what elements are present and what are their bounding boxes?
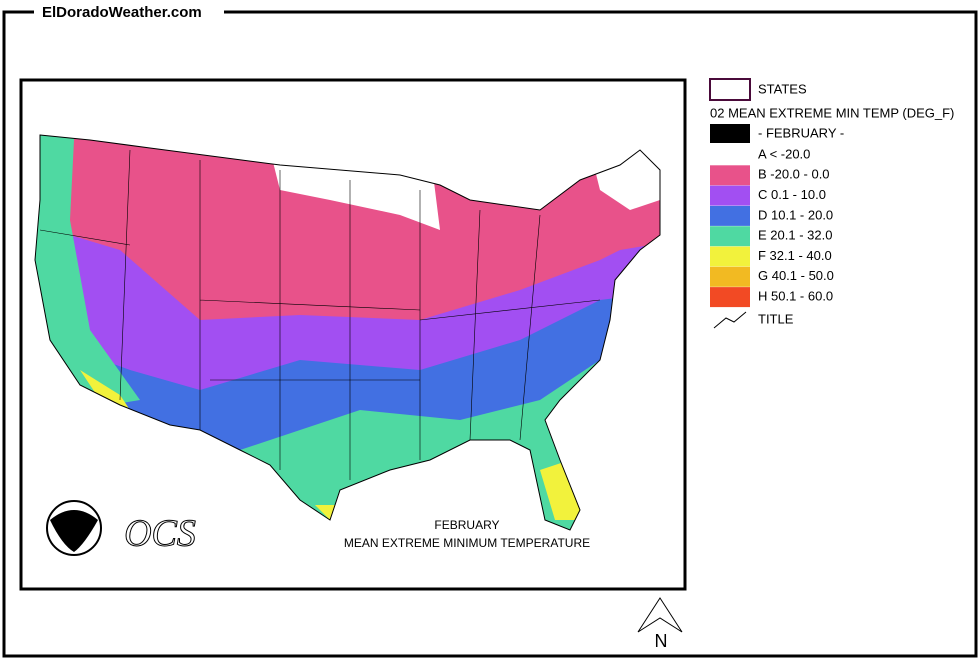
class-swatch <box>710 205 750 226</box>
class-swatch <box>710 185 750 206</box>
class-label: E 20.1 - 32.0 <box>758 228 832 243</box>
outer-frame <box>2 10 978 658</box>
class-swatch <box>710 226 750 247</box>
site-title: ElDoradoWeather.com <box>42 4 202 21</box>
period-label: - FEBRUARY - <box>758 125 844 140</box>
class-label: F 32.1 - 40.0 <box>758 248 832 263</box>
us-outline <box>34 134 661 531</box>
caption-line1: FEBRUARY <box>434 518 499 532</box>
title-bg <box>34 2 224 22</box>
title-swatch <box>713 311 747 329</box>
class-label: G 40.1 - 50.0 <box>758 268 834 283</box>
class-swatch <box>710 266 750 287</box>
title-label: TITLE <box>758 311 794 326</box>
class-label: A < -20.0 <box>758 146 810 161</box>
state-lines <box>39 149 601 480</box>
legend: STATES 02 MEAN EXTREME MIN TEMP (DEG_F) … <box>709 78 954 329</box>
class-label: D 10.1 - 20.0 <box>758 207 833 222</box>
states-label: STATES <box>758 81 807 96</box>
class-label: C 0.1 - 10.0 <box>758 187 826 202</box>
ocs-logo: OCS <box>124 513 196 555</box>
class-swatch <box>710 287 750 308</box>
north-arrow <box>637 597 683 633</box>
noaa-bird <box>50 510 98 552</box>
period-swatch <box>710 124 750 143</box>
class-label: H 50.1 - 60.0 <box>758 289 833 304</box>
zone-e <box>35 135 660 530</box>
states-swatch <box>709 78 751 101</box>
class-swatch <box>710 165 750 186</box>
class-label: B -20.0 - 0.0 <box>758 167 830 182</box>
caption-line2: MEAN EXTREME MINIMUM TEMPERATURE <box>344 536 590 550</box>
class-swatch <box>710 246 750 267</box>
layer-title: 02 MEAN EXTREME MIN TEMP (DEG_F) <box>710 105 954 120</box>
north-label: N <box>655 631 668 651</box>
